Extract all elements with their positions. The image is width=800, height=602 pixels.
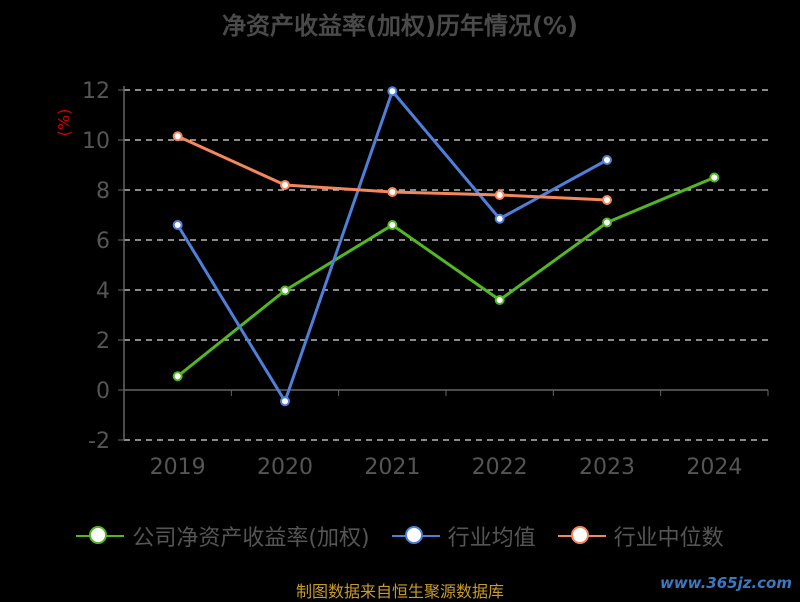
chart-legend: 公司净资产收益率(加权) 行业均值 行业中位数 — [0, 520, 800, 552]
x-tick-label-2023: 2023 — [579, 455, 635, 480]
y-tick-label: 0 — [96, 379, 110, 404]
data-point-series-2 — [172, 131, 183, 142]
series-line-0 — [176, 176, 715, 378]
x-tick-label-2019: 2019 — [150, 455, 206, 480]
series-line-1 — [176, 89, 608, 403]
y-tick-label: -2 — [88, 429, 110, 454]
data-point-series-2 — [494, 190, 505, 200]
y-tick-label: 12 — [82, 79, 110, 104]
legend-item-industry-mean[interactable]: 行业均值 — [391, 520, 536, 552]
legend-label-industry-median: 行业中位数 — [613, 526, 724, 551]
data-point-series-1 — [172, 220, 183, 230]
legend-item-industry-median[interactable]: 行业中位数 — [557, 520, 724, 552]
x-tick-label-2020: 2020 — [257, 455, 313, 480]
data-point-series-0 — [602, 217, 612, 228]
x-tick-label-2024: 2024 — [686, 455, 742, 480]
data-point-series-0 — [172, 371, 183, 382]
watermark-logo: www.365jz.com — [659, 574, 792, 592]
data-point-series-2 — [602, 195, 612, 205]
legend-marker-industry-median — [557, 526, 606, 546]
data-point-series-1 — [602, 155, 612, 165]
y-tick-label: 8 — [96, 179, 110, 204]
y-tick-label: 4 — [96, 279, 110, 304]
data-point-series-2 — [387, 187, 398, 197]
legend-item-company-roe[interactable]: 公司净资产收益率(加权) — [76, 520, 370, 552]
data-point-series-1 — [494, 213, 505, 224]
legend-marker-company-roe — [76, 526, 125, 546]
data-point-series-2 — [280, 180, 290, 190]
legend-label-industry-mean: 行业均值 — [447, 526, 536, 551]
data-point-series-1 — [387, 86, 398, 97]
data-source-note: 制图数据来自恒生聚源数据库 — [295, 582, 504, 601]
chart-title: 净资产收益率(加权)历年情况(%) — [222, 12, 578, 40]
x-tick-label-2022: 2022 — [472, 455, 528, 480]
data-point-series-0 — [709, 172, 720, 183]
data-point-series-0 — [494, 295, 505, 305]
data-point-series-0 — [387, 220, 398, 230]
legend-marker-industry-mean — [391, 526, 440, 546]
data-point-series-1 — [280, 396, 290, 407]
y-tick-label: 10 — [82, 129, 110, 154]
legend-label-company-roe: 公司净资产收益率(加权) — [132, 526, 370, 551]
x-tick-label-2021: 2021 — [364, 455, 420, 480]
data-point-series-0 — [280, 285, 290, 296]
y-tick-label: 2 — [96, 329, 110, 354]
y-tick-label: 6 — [96, 229, 110, 254]
